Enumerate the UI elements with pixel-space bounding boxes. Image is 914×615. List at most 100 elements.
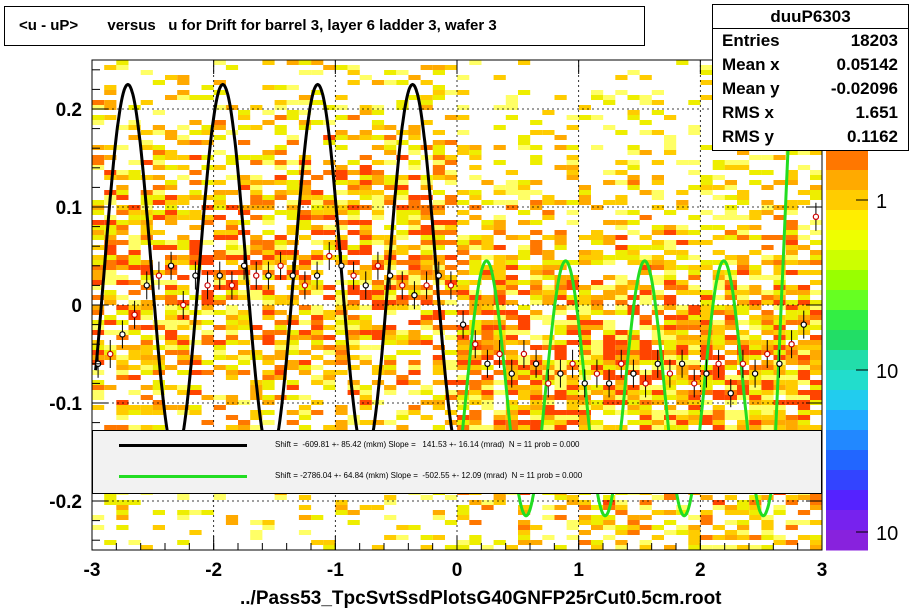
heat-cell xyxy=(542,195,555,200)
heat-cell xyxy=(627,520,640,525)
heat-cell xyxy=(165,405,178,410)
heat-cell xyxy=(384,390,397,395)
heat-cell xyxy=(566,160,579,165)
heat-cell xyxy=(128,345,141,350)
heat-cell xyxy=(810,520,823,525)
heat-cell xyxy=(493,390,506,395)
heat-cell xyxy=(761,395,774,400)
heat-cell xyxy=(286,205,299,210)
heat-cell xyxy=(712,250,725,255)
heat-cell xyxy=(140,365,153,370)
heat-cell xyxy=(676,400,689,405)
heat-cell xyxy=(189,225,202,230)
heat-cell xyxy=(201,205,214,210)
heat-cell xyxy=(518,530,531,535)
profile-point xyxy=(727,390,734,397)
heat-cell xyxy=(213,325,226,330)
heat-cell xyxy=(238,180,251,185)
heat-cell xyxy=(749,215,762,220)
heat-cell xyxy=(566,380,579,385)
heat-cell xyxy=(639,505,652,510)
heat-cell xyxy=(566,325,579,330)
heat-cell xyxy=(128,540,141,545)
heat-cell xyxy=(493,185,506,190)
heat-cell xyxy=(359,395,372,400)
heat-cell xyxy=(810,380,823,385)
heat-cell xyxy=(323,225,336,230)
heat-cell xyxy=(651,100,664,105)
heat-cell xyxy=(347,170,360,175)
colorbar-segment xyxy=(826,250,868,271)
heat-cell xyxy=(749,390,762,395)
heat-cell xyxy=(505,190,518,195)
heat-cell xyxy=(761,530,774,535)
heat-cell xyxy=(116,265,129,270)
heat-cell xyxy=(676,190,689,195)
heat-cell xyxy=(566,145,579,150)
heat-cell xyxy=(749,400,762,405)
heat-cell xyxy=(177,255,190,260)
heat-cell xyxy=(542,515,555,520)
heat-cell xyxy=(469,150,482,155)
stat-value: 18203 xyxy=(850,31,898,50)
heat-cell xyxy=(371,365,385,370)
heat-cell xyxy=(262,290,275,295)
heat-cell xyxy=(712,260,725,265)
heat-cell xyxy=(359,265,372,270)
heat-cell xyxy=(457,400,470,405)
heat-cell xyxy=(773,285,786,290)
heat-cell xyxy=(457,250,470,255)
heat-cell xyxy=(371,285,385,290)
heat-cell xyxy=(676,395,689,400)
heat-cell xyxy=(493,280,506,285)
heat-cell xyxy=(311,215,324,220)
heat-cell xyxy=(542,340,555,345)
heat-cell xyxy=(603,330,616,335)
heat-cell xyxy=(177,410,190,415)
heat-cell xyxy=(639,245,652,250)
heat-cell xyxy=(262,355,275,360)
heat-cell xyxy=(420,175,433,180)
heat-cell xyxy=(189,245,202,250)
heat-cell xyxy=(165,350,178,355)
heat-cell xyxy=(189,355,202,360)
heat-cell xyxy=(104,170,117,175)
heat-cell xyxy=(444,175,458,180)
heat-cell xyxy=(286,240,299,245)
heat-cell xyxy=(700,145,713,150)
heat-cell xyxy=(335,370,348,375)
profile-point xyxy=(751,370,759,377)
heat-cell xyxy=(408,145,421,150)
heat-cell xyxy=(323,160,336,165)
heat-cell xyxy=(116,125,129,130)
heat-cell xyxy=(810,310,823,315)
heat-cell xyxy=(761,425,774,430)
heat-cell xyxy=(408,320,421,325)
heat-cell xyxy=(797,285,811,290)
heat-cell xyxy=(724,160,737,165)
heat-cell xyxy=(712,225,725,230)
heat-cell xyxy=(311,400,324,405)
heat-cell xyxy=(396,210,409,215)
profile-point xyxy=(581,380,588,387)
heat-cell xyxy=(238,320,251,325)
heat-cell xyxy=(749,235,762,240)
heat-cell xyxy=(676,425,689,430)
heat-cell xyxy=(335,135,348,140)
stat-label: Mean x xyxy=(722,55,780,74)
heat-cell xyxy=(676,525,689,530)
heat-cell xyxy=(724,360,737,365)
heat-cell xyxy=(408,275,421,280)
heat-cell xyxy=(347,510,360,515)
heat-cell xyxy=(627,395,640,400)
profile-point xyxy=(107,350,114,358)
heat-cell xyxy=(116,220,129,225)
heat-cell xyxy=(785,200,798,205)
heat-cell xyxy=(518,385,531,390)
heat-cell xyxy=(785,170,798,175)
heat-cell xyxy=(700,495,713,500)
heat-cell xyxy=(213,180,226,185)
heat-cell xyxy=(323,170,336,175)
heat-cell xyxy=(505,330,518,335)
heat-cell xyxy=(554,350,567,355)
